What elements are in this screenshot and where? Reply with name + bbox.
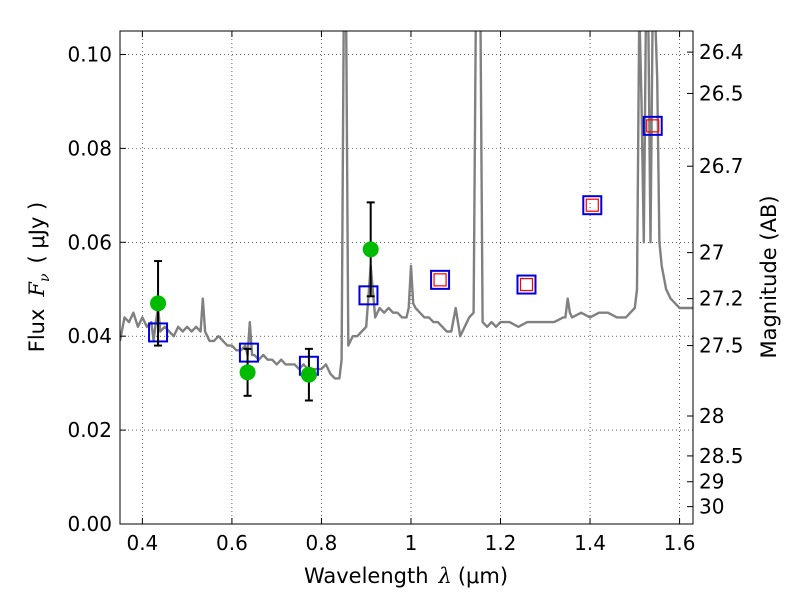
model-box-marker [430, 269, 451, 290]
y-tick-label: 0.08 [67, 136, 112, 160]
y2-tick-label: 27.5 [699, 334, 744, 358]
y-tick-label: 0.06 [67, 230, 112, 254]
plot-frame [119, 30, 694, 525]
y2-tick-label: 30 [699, 495, 724, 519]
x-tick-label: 1.6 [664, 531, 696, 555]
observed-point [150, 295, 167, 312]
y2-tick-label: 27 [699, 241, 724, 265]
observed-point [300, 366, 317, 383]
y2-tick-label: 29 [699, 470, 724, 494]
x-tick-label: 0.6 [216, 531, 248, 555]
model-box-inner-marker [585, 198, 599, 212]
x-tick-label: 1.4 [574, 531, 606, 555]
x-tick-label: 0.8 [306, 531, 338, 555]
plot-area [120, 31, 693, 402]
y-axis-label: FluxFν( μJy ) [25, 202, 53, 352]
y-tick-label: 0.04 [67, 324, 112, 348]
model-box-marker [238, 342, 259, 363]
model-box-inner-marker [433, 273, 447, 287]
x-axis-label: Wavelength λ (μm) [304, 564, 508, 588]
x-tick-label: 1.2 [485, 531, 517, 555]
model-box-marker [516, 274, 537, 295]
y2-tick-label: 28.5 [699, 444, 744, 468]
observed-point [362, 241, 379, 258]
model-box-marker [358, 285, 379, 306]
grid-lines [120, 31, 693, 525]
observed-point [239, 364, 256, 381]
y2-tick-label: 26.7 [699, 154, 744, 178]
x-tick-label: 0.4 [126, 531, 158, 555]
y-axis-ticks: 0.00 0.02 0.04 0.06 0.08 0.10 [67, 42, 126, 536]
y-tick-label: 0.02 [67, 418, 112, 442]
y-tick-label: 0.10 [67, 42, 112, 66]
model-box-marker [582, 195, 603, 216]
y2-tick-label: 28 [699, 404, 724, 428]
x-axis-ticks: 0.4 0.6 0.8 1 1.2 1.4 1.6 [126, 31, 695, 555]
y2-tick-label: 26.4 [699, 40, 744, 64]
x-tick-label: 1 [405, 531, 418, 555]
y2-tick-label: 26.5 [699, 81, 744, 105]
model-box-marker [642, 115, 663, 136]
model-spectrum-line [120, 31, 693, 380]
y-tick-label: 0.00 [67, 512, 112, 536]
y2-axis-label: Magnitude (AB) [757, 195, 781, 358]
y2-tick-label: 27.2 [699, 287, 744, 311]
model-box-inner-marker [646, 119, 660, 133]
model-box-inner-marker [519, 277, 534, 292]
